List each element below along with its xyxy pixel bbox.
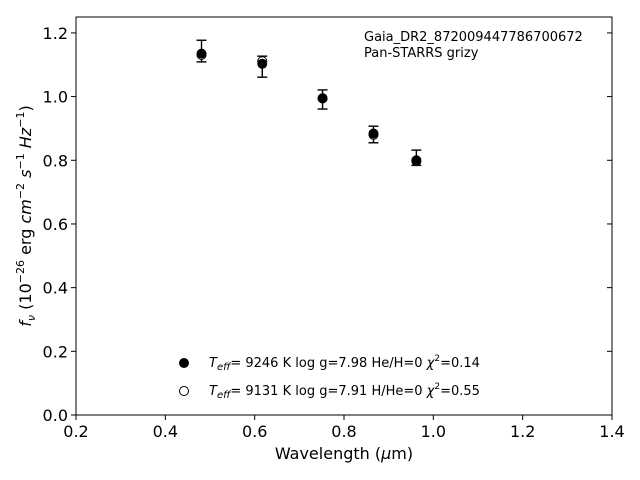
y-tick-label: 1.0 xyxy=(43,88,68,107)
y-tick-label: 0.4 xyxy=(43,279,68,298)
legend: Teff= 9246 K log g=7.98 He/H=0 χ2=0.14 T… xyxy=(179,354,480,401)
y-tick-label: 1.2 xyxy=(43,24,68,43)
x-tick-label: 1.4 xyxy=(599,422,624,441)
survey-annotation: Pan-STARRS grizy xyxy=(364,46,479,61)
legend-entry-2: Teff= 9131 K log g=7.91 H/He=0 χ2=0.55 xyxy=(209,382,480,401)
x-axis-label: Wavelength (μm) xyxy=(275,444,413,463)
plot-area xyxy=(75,16,613,416)
x-tick-label: 0.8 xyxy=(331,422,356,441)
y-tick-label: 0.2 xyxy=(43,342,68,361)
legend-entry-1: Teff= 9246 K log g=7.98 He/H=0 χ2=0.14 xyxy=(209,354,480,373)
x-tick-label: 1.2 xyxy=(510,422,535,441)
x-tick-label: 0.2 xyxy=(63,422,88,441)
legend-marker-filled xyxy=(179,358,189,368)
object-name-annotation: Gaia_DR2_872009447786700672 xyxy=(364,30,583,45)
y-tick-label: 0.8 xyxy=(43,151,68,170)
x-tick-label: 0.6 xyxy=(242,422,267,441)
legend-marker-open xyxy=(179,386,189,396)
x-tick-label: 1.0 xyxy=(421,422,446,441)
y-tick-label: 0.0 xyxy=(43,406,68,425)
y-tick-label: 0.6 xyxy=(43,215,68,234)
y-ticks: 0.0 0.2 0.4 0.6 0.8 1.0 1.2 xyxy=(43,24,612,425)
model-point-filled xyxy=(257,58,268,69)
model-point-filled xyxy=(368,128,379,139)
model-point-filled xyxy=(317,93,328,104)
model-point-filled xyxy=(411,155,422,166)
x-tick-label: 0.4 xyxy=(153,422,178,441)
x-ticks: 0.2 0.4 0.6 0.8 1.0 1.2 1.4 xyxy=(63,415,625,441)
data-points xyxy=(196,48,422,167)
model-point-filled xyxy=(196,48,207,59)
y-axis-label: fν (10−26 erg cm−2 s−1 Hz−1) xyxy=(14,105,38,326)
